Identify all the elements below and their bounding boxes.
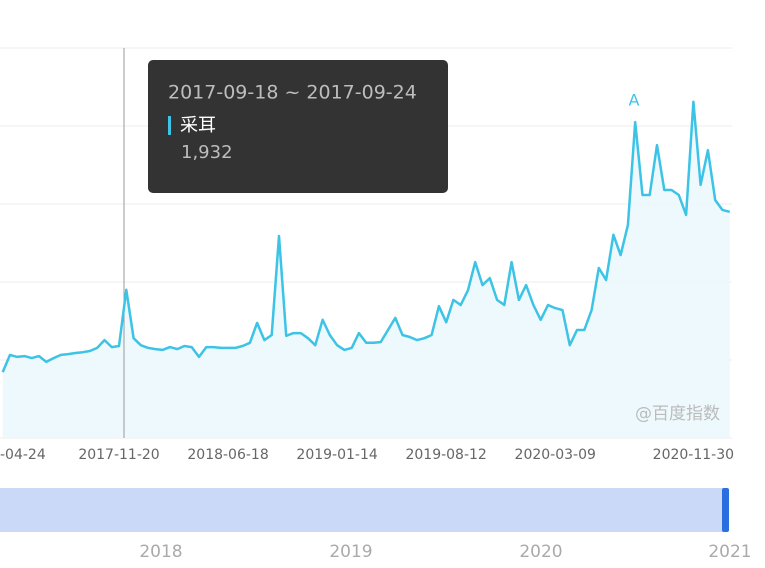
slider-label: 2019: [329, 542, 372, 562]
x-tick-label: 2017-11-20: [78, 447, 159, 463]
annotation: A: [629, 91, 640, 110]
x-tick-label: 2020-11-30: [653, 447, 734, 463]
tooltip-title: 2017-09-18 ~ 2017-09-24: [168, 82, 417, 104]
x-tick-label: 2020-03-09: [515, 447, 596, 463]
slider-label: 2021: [708, 542, 751, 562]
x-tick-label: -04-24: [0, 447, 46, 463]
x-tick-label: 2019-01-14: [296, 447, 377, 463]
area: [2, 101, 730, 439]
tooltip: 2017-09-18 ~ 2017-09-24 采耳 1,932: [148, 60, 448, 193]
slider-label: 2020: [519, 542, 562, 562]
x-tick-label: 2019-08-12: [405, 447, 486, 463]
tooltip-swatch: [168, 116, 171, 135]
zoom-handle[interactable]: [722, 488, 729, 532]
x-tick-label: 2018-06-18: [187, 447, 268, 463]
line: [1, 100, 731, 373]
tooltip-series: 采耳: [180, 115, 216, 136]
watermark: @百度指数: [635, 404, 720, 424]
slider-label: 2018: [139, 542, 182, 562]
tooltip-value: 1,932: [181, 142, 233, 163]
tooltip-box: [148, 60, 448, 193]
zoom-slider[interactable]: [0, 488, 726, 532]
